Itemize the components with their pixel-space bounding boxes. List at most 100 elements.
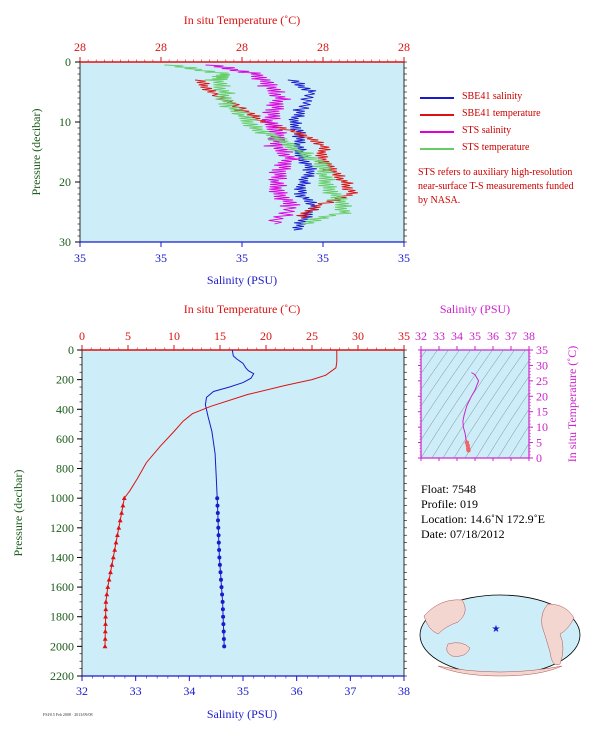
salinity-sample-marker: [218, 570, 223, 575]
temperature-sample-marker: [112, 547, 118, 552]
salinity-sample-marker: [220, 599, 225, 604]
density-contour: [464, 360, 529, 458]
ts-salinity-tick-label: 38: [523, 329, 535, 343]
ts-temperature-tick-label: 35: [536, 343, 548, 357]
density-contour: [431, 350, 504, 458]
salinity-sample-marker: [215, 503, 220, 508]
bottom-axis-tick-label: 35: [74, 251, 86, 265]
salinity-sample-marker: [220, 592, 225, 597]
density-contour: [421, 350, 471, 424]
ts-temperature-tick-label: 5: [536, 436, 542, 450]
density-contour: [508, 425, 529, 458]
ts-temperature-tick-label: 0: [536, 451, 542, 465]
salinity-sample-marker: [221, 637, 226, 641]
top-axis-tick-label: 28: [74, 40, 86, 54]
temperature-axis-tick-label: 15: [214, 329, 226, 343]
temperature-sample-marker: [121, 495, 127, 500]
bottom-axis-tick-label: 35: [317, 251, 329, 265]
ts-panel-series: [462, 372, 480, 453]
density-contour: [421, 350, 482, 441]
density-contour: [486, 392, 529, 458]
temperature-sample-marker: [102, 628, 108, 634]
pressure-axis-tick-label: 1200: [50, 521, 74, 535]
y-axis-tick-label: 10: [59, 115, 71, 129]
main-panel-background: [81, 349, 405, 677]
legend: SBE41 salinity SBE41 temperature STS sal…: [418, 90, 541, 158]
ts-temperature-tick-label: 15: [536, 405, 548, 419]
pressure-axis-tick-label: 2200: [50, 669, 74, 683]
ts-salinity-tick-label: 33: [433, 329, 445, 343]
legend-item-sbe41-temperature: SBE41 temperature: [418, 107, 541, 124]
ts-density-contours: [421, 350, 529, 458]
bottom-axis-tick-label: 35: [155, 251, 167, 265]
salinity-sample-marker: [221, 629, 226, 634]
y-axis-tick-label: 20: [59, 175, 71, 189]
legend-item-sts-temperature: STS temperature: [418, 141, 541, 158]
top-panel-bottom-ticks: 35 35 35 35 35: [74, 242, 410, 265]
main-panel-y-axis-title: Pressure (decibar): [11, 470, 25, 557]
pressure-axis-tick-label: 1800: [50, 610, 74, 624]
salinity-sample-marker: [217, 548, 222, 552]
world-map-inset: ★: [419, 594, 581, 677]
pressure-axis-tick-label: 800: [56, 462, 74, 476]
legend-label: STS salinity: [462, 125, 512, 136]
temperature-sample-marker: [105, 584, 111, 589]
density-contour: [421, 350, 493, 458]
salinity-axis-tick-label: 34: [183, 684, 195, 698]
float-info: Float: 7548 Profile: 019 Location: 14.6˚…: [421, 482, 545, 542]
salinity-sample-marker: [216, 525, 221, 530]
ts-temperature-tick-label: 10: [536, 420, 548, 434]
ts-salinity-tick-label: 35: [469, 329, 481, 343]
temperature-sample-marker: [103, 599, 109, 604]
legend-swatch-sts-temperature: [420, 148, 454, 150]
temperature-axis-tick-label: 20: [260, 329, 272, 343]
salinity-axis-tick-label: 36: [291, 684, 303, 698]
legend-swatch-sbe41-temperature: [420, 114, 454, 116]
top-panel: In situ Temperature (˚C) 28 28 28 28 28 35 35…: [29, 13, 410, 287]
top-series-line-0: [287, 79, 319, 231]
temperature-sample-marker: [104, 591, 110, 597]
pressure-axis-tick-label: 1600: [50, 580, 74, 594]
ts-salinity-tick-label: 32: [415, 329, 427, 343]
salinity-sample-marker: [222, 644, 227, 649]
salinity-axis-tick-label: 38: [398, 684, 410, 698]
temperature-sample-marker: [117, 517, 123, 523]
map-continent-antarctica: [437, 665, 563, 677]
density-contour: [421, 350, 449, 391]
temperature-sample-marker: [110, 554, 116, 560]
top-series-line-3: [164, 64, 353, 225]
density-contour: [497, 408, 529, 458]
ts-deep-point: [466, 448, 471, 453]
map-continent-americas: [541, 603, 575, 665]
temperature-sample-marker: [119, 510, 124, 515]
main-panel: In situ Temperature (˚C) Salinity (PSU) …: [11, 302, 410, 721]
top-axis-tick-label: 28: [236, 40, 248, 54]
top-axis-tick-label: 28: [155, 40, 167, 54]
legend-label: SBE41 salinity: [462, 91, 523, 102]
top-axis-tick-label: 28: [317, 40, 329, 54]
ts-panel-background: [420, 349, 530, 459]
density-contour: [453, 350, 526, 458]
salinity-sample-marker: [215, 496, 220, 501]
density-contour: [421, 350, 427, 359]
salinity-sample-marker: [221, 614, 226, 619]
ts-salinity-tick-label: 36: [487, 329, 499, 343]
top-panel-y-axis-title: Pressure (decibar): [29, 109, 43, 196]
top-panel-bottom-axis-title: Salinity (PSU): [207, 273, 277, 287]
sts-note: STS refers to auxiliary high-resolution …: [418, 167, 574, 206]
temperature-sample-marker: [106, 577, 112, 582]
map-continent-australia: [446, 642, 471, 657]
bottom-axis-tick-label: 35: [398, 251, 410, 265]
salinity-sample-marker: [217, 562, 222, 567]
top-panel-top-ticks: 28 28 28 28 28: [74, 40, 410, 62]
temperature-sample-marker: [115, 532, 120, 537]
profile-date: Date: 07/18/2012: [421, 527, 505, 541]
y-axis-tick-label: 30: [59, 235, 71, 249]
salinity-sample-marker: [217, 555, 222, 560]
legend-swatch-sts-salinity: [420, 131, 454, 133]
temperature-axis-tick-label: 30: [352, 329, 364, 343]
legend-item-sts-salinity: STS salinity: [418, 124, 541, 141]
salinity-axis-tick-label: 37: [344, 684, 356, 698]
y-axis-tick-label: 0: [65, 55, 71, 69]
